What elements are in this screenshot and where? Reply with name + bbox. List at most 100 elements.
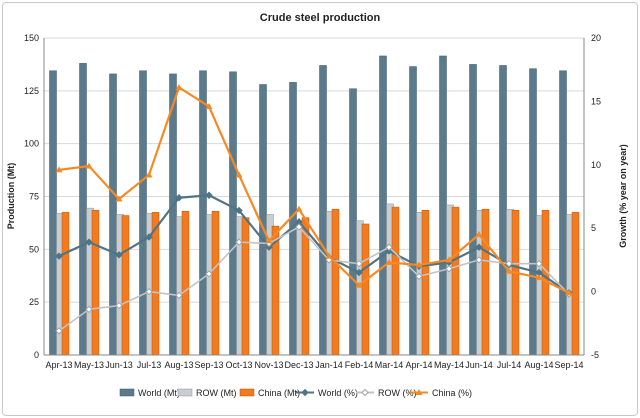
x-tick-label: Jul-13 xyxy=(137,360,162,370)
x-tick-label: May-14 xyxy=(434,360,464,370)
point-row xyxy=(445,265,453,273)
point-world xyxy=(55,252,63,260)
point-row xyxy=(535,259,543,268)
bar-world xyxy=(439,55,447,356)
bar-china xyxy=(211,211,220,356)
point-china xyxy=(505,267,513,274)
y2-axis-title: Growth (% year on year) xyxy=(618,144,628,248)
y-tick-label: 100 xyxy=(24,139,39,149)
x-tick-label: May-13 xyxy=(74,360,104,370)
y-axis-title: Production (Mt) xyxy=(6,163,16,230)
y-tick-label: 25 xyxy=(29,297,39,307)
y-tick-label: 0 xyxy=(34,350,39,360)
bar-china xyxy=(121,215,130,356)
bar-china xyxy=(421,209,430,356)
x-tick-label: Jun-13 xyxy=(105,360,133,370)
bar-world xyxy=(319,65,327,356)
y2-tick-label: 0 xyxy=(591,287,596,297)
bar-world xyxy=(499,65,507,356)
legend: World (Mt) ROW (Mt) China (Mt) World (%) ROW… xyxy=(119,388,472,398)
y2-tick-label: 20 xyxy=(591,33,601,43)
x-tick-label: Sep-14 xyxy=(554,360,583,370)
legend-label: World (%) xyxy=(318,388,358,398)
point-china xyxy=(445,256,453,263)
bar-world xyxy=(409,66,417,356)
y-tick-label: 125 xyxy=(24,86,39,96)
legend-swatch xyxy=(177,388,193,397)
point-china xyxy=(55,166,63,173)
x-tick-label: Nov-13 xyxy=(254,360,283,370)
point-world xyxy=(115,251,123,259)
axis-layer xyxy=(43,38,585,356)
legend-marker xyxy=(415,389,423,395)
grid-layer xyxy=(44,37,584,303)
bar-china xyxy=(511,209,520,356)
point-china xyxy=(85,162,93,169)
x-tick-label: Jun-14 xyxy=(465,360,493,370)
x-tick-label: Apr-14 xyxy=(405,360,432,370)
chart-title: Crude steel production xyxy=(260,12,381,24)
point-china xyxy=(175,83,183,90)
bar-world xyxy=(469,64,477,356)
point-china xyxy=(295,205,303,212)
point-china xyxy=(415,261,423,268)
line-world xyxy=(58,194,570,294)
bar-china xyxy=(271,225,280,356)
point-row xyxy=(475,256,483,264)
point-world xyxy=(205,191,213,199)
point-row xyxy=(55,327,63,335)
line-china xyxy=(58,86,570,294)
bar-china xyxy=(181,211,190,356)
bar-china xyxy=(571,212,580,356)
bar-world xyxy=(109,73,117,356)
x-tick-label: Apr-13 xyxy=(45,360,72,370)
x-tick-label: Aug-14 xyxy=(524,360,553,370)
legend-swatch xyxy=(239,388,255,397)
x-tick-label: Oct-13 xyxy=(225,360,252,370)
bar-world xyxy=(139,70,147,356)
bar-china xyxy=(301,217,310,356)
line-layer xyxy=(55,83,573,335)
point-china xyxy=(355,281,363,288)
point-row xyxy=(295,223,303,231)
bar-china xyxy=(391,206,400,356)
point-world xyxy=(265,243,273,251)
point-world xyxy=(475,243,483,251)
point-row xyxy=(85,305,93,314)
bar-china xyxy=(151,212,160,356)
y-tick-label: 50 xyxy=(29,244,39,254)
point-row xyxy=(145,287,153,296)
point-world xyxy=(145,233,153,241)
bar-china xyxy=(451,206,460,356)
x-tick-label: Aug-13 xyxy=(164,360,193,370)
point-row xyxy=(385,243,393,251)
y-tick-label: 75 xyxy=(29,192,39,202)
y2-tick-label: 5 xyxy=(591,223,596,233)
bar-china xyxy=(331,208,340,356)
bar-world xyxy=(49,70,57,356)
point-row xyxy=(415,272,423,281)
bar-world xyxy=(379,55,387,356)
legend-label: China (Mt) xyxy=(258,388,300,398)
x-tick-label: Dec-13 xyxy=(284,360,313,370)
x-tick-label: Mar-14 xyxy=(375,360,404,370)
legend-swatch xyxy=(119,388,135,397)
legend-label: China (%) xyxy=(432,388,472,398)
legend-label: ROW (Mt) xyxy=(196,388,237,398)
legend-marker xyxy=(361,388,369,397)
point-world xyxy=(85,238,93,246)
bar-world xyxy=(529,68,537,356)
point-row xyxy=(355,259,363,268)
point-row xyxy=(205,270,213,278)
point-china xyxy=(115,195,123,202)
x-tick-label: Sep-13 xyxy=(194,360,223,370)
bar-china xyxy=(361,223,370,356)
y2-tick-label: -5 xyxy=(591,350,599,360)
y2-tick-label: 10 xyxy=(591,160,601,170)
x-tick-label: Jul-14 xyxy=(497,360,522,370)
bar-world xyxy=(349,88,357,356)
x-tick-label: Feb-14 xyxy=(345,360,374,370)
point-china xyxy=(475,231,483,238)
point-world xyxy=(355,268,363,277)
